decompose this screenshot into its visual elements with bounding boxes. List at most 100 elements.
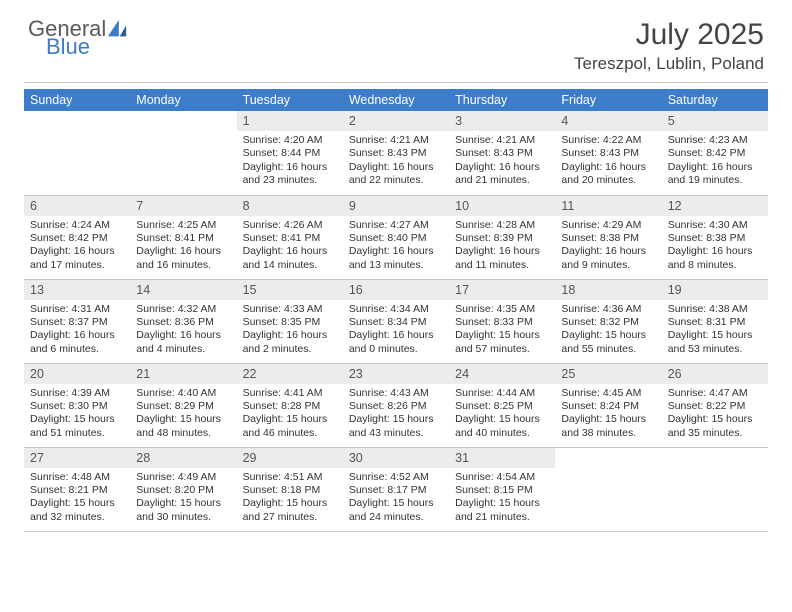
day-cell-10: 10Sunrise: 4:28 AMSunset: 8:39 PMDayligh… [449,195,555,279]
day-cell-21: 21Sunrise: 4:40 AMSunset: 8:29 PMDayligh… [130,363,236,447]
day-number: 8 [237,196,343,216]
day-details: Sunrise: 4:29 AMSunset: 8:38 PMDaylight:… [555,216,661,277]
day-cell-29: 29Sunrise: 4:51 AMSunset: 8:18 PMDayligh… [237,447,343,531]
weekday-header-monday: Monday [130,89,236,111]
day-details: Sunrise: 4:48 AMSunset: 8:21 PMDaylight:… [24,468,130,529]
day-cell-27: 27Sunrise: 4:48 AMSunset: 8:21 PMDayligh… [24,447,130,531]
day-details: Sunrise: 4:24 AMSunset: 8:42 PMDaylight:… [24,216,130,277]
day-number: 31 [449,448,555,468]
day-details: Sunrise: 4:22 AMSunset: 8:43 PMDaylight:… [555,131,661,192]
day-number: 18 [555,280,661,300]
day-number: 26 [662,364,768,384]
day-number: 27 [24,448,130,468]
day-number: 28 [130,448,236,468]
day-cell-9: 9Sunrise: 4:27 AMSunset: 8:40 PMDaylight… [343,195,449,279]
logo-word-blue: Blue [46,36,106,58]
empty-cell [24,111,130,195]
day-cell-22: 22Sunrise: 4:41 AMSunset: 8:28 PMDayligh… [237,363,343,447]
week-row: 27Sunrise: 4:48 AMSunset: 8:21 PMDayligh… [24,447,768,531]
day-details: Sunrise: 4:54 AMSunset: 8:15 PMDaylight:… [449,468,555,529]
day-cell-30: 30Sunrise: 4:52 AMSunset: 8:17 PMDayligh… [343,447,449,531]
day-number: 9 [343,196,449,216]
day-details: Sunrise: 4:20 AMSunset: 8:44 PMDaylight:… [237,131,343,192]
day-details: Sunrise: 4:23 AMSunset: 8:42 PMDaylight:… [662,131,768,192]
day-details: Sunrise: 4:44 AMSunset: 8:25 PMDaylight:… [449,384,555,445]
day-cell-18: 18Sunrise: 4:36 AMSunset: 8:32 PMDayligh… [555,279,661,363]
day-details: Sunrise: 4:27 AMSunset: 8:40 PMDaylight:… [343,216,449,277]
day-number: 22 [237,364,343,384]
day-number: 17 [449,280,555,300]
day-number: 7 [130,196,236,216]
day-number: 24 [449,364,555,384]
weekday-header-thursday: Thursday [449,89,555,111]
day-cell-25: 25Sunrise: 4:45 AMSunset: 8:24 PMDayligh… [555,363,661,447]
day-cell-1: 1Sunrise: 4:20 AMSunset: 8:44 PMDaylight… [237,111,343,195]
logo-sail-icon [106,18,128,40]
day-details: Sunrise: 4:41 AMSunset: 8:28 PMDaylight:… [237,384,343,445]
day-cell-26: 26Sunrise: 4:47 AMSunset: 8:22 PMDayligh… [662,363,768,447]
day-cell-23: 23Sunrise: 4:43 AMSunset: 8:26 PMDayligh… [343,363,449,447]
day-details: Sunrise: 4:51 AMSunset: 8:18 PMDaylight:… [237,468,343,529]
logo: General Blue [28,18,72,58]
day-details: Sunrise: 4:31 AMSunset: 8:37 PMDaylight:… [24,300,130,361]
day-cell-14: 14Sunrise: 4:32 AMSunset: 8:36 PMDayligh… [130,279,236,363]
logo-text: General Blue [28,18,106,58]
day-number: 10 [449,196,555,216]
day-number: 3 [449,111,555,131]
empty-cell [130,111,236,195]
day-number: 5 [662,111,768,131]
day-cell-6: 6Sunrise: 4:24 AMSunset: 8:42 PMDaylight… [24,195,130,279]
day-cell-13: 13Sunrise: 4:31 AMSunset: 8:37 PMDayligh… [24,279,130,363]
day-number: 16 [343,280,449,300]
day-cell-3: 3Sunrise: 4:21 AMSunset: 8:43 PMDaylight… [449,111,555,195]
day-number: 25 [555,364,661,384]
day-cell-11: 11Sunrise: 4:29 AMSunset: 8:38 PMDayligh… [555,195,661,279]
day-number: 4 [555,111,661,131]
weekday-header-saturday: Saturday [662,89,768,111]
day-details: Sunrise: 4:49 AMSunset: 8:20 PMDaylight:… [130,468,236,529]
calendar-body: 1Sunrise: 4:20 AMSunset: 8:44 PMDaylight… [24,111,768,531]
day-cell-20: 20Sunrise: 4:39 AMSunset: 8:30 PMDayligh… [24,363,130,447]
day-number: 29 [237,448,343,468]
day-cell-28: 28Sunrise: 4:49 AMSunset: 8:20 PMDayligh… [130,447,236,531]
location-text: Tereszpol, Lublin, Poland [574,54,764,74]
day-number: 30 [343,448,449,468]
day-details: Sunrise: 4:35 AMSunset: 8:33 PMDaylight:… [449,300,555,361]
weekday-header-tuesday: Tuesday [237,89,343,111]
title-block: July 2025 Tereszpol, Lublin, Poland [574,18,764,74]
day-details: Sunrise: 4:30 AMSunset: 8:38 PMDaylight:… [662,216,768,277]
day-cell-8: 8Sunrise: 4:26 AMSunset: 8:41 PMDaylight… [237,195,343,279]
day-details: Sunrise: 4:21 AMSunset: 8:43 PMDaylight:… [449,131,555,192]
week-row: 13Sunrise: 4:31 AMSunset: 8:37 PMDayligh… [24,279,768,363]
day-cell-24: 24Sunrise: 4:44 AMSunset: 8:25 PMDayligh… [449,363,555,447]
day-cell-15: 15Sunrise: 4:33 AMSunset: 8:35 PMDayligh… [237,279,343,363]
calendar-table: SundayMondayTuesdayWednesdayThursdayFrid… [24,89,768,532]
day-details: Sunrise: 4:32 AMSunset: 8:36 PMDaylight:… [130,300,236,361]
day-details: Sunrise: 4:28 AMSunset: 8:39 PMDaylight:… [449,216,555,277]
header-rule [24,82,768,83]
week-row: 20Sunrise: 4:39 AMSunset: 8:30 PMDayligh… [24,363,768,447]
day-details: Sunrise: 4:25 AMSunset: 8:41 PMDaylight:… [130,216,236,277]
weekday-header-friday: Friday [555,89,661,111]
day-details: Sunrise: 4:45 AMSunset: 8:24 PMDaylight:… [555,384,661,445]
day-cell-17: 17Sunrise: 4:35 AMSunset: 8:33 PMDayligh… [449,279,555,363]
day-details: Sunrise: 4:52 AMSunset: 8:17 PMDaylight:… [343,468,449,529]
day-number: 13 [24,280,130,300]
day-cell-19: 19Sunrise: 4:38 AMSunset: 8:31 PMDayligh… [662,279,768,363]
day-cell-31: 31Sunrise: 4:54 AMSunset: 8:15 PMDayligh… [449,447,555,531]
header: General Blue July 2025 Tereszpol, Lublin… [0,0,792,82]
day-details: Sunrise: 4:36 AMSunset: 8:32 PMDaylight:… [555,300,661,361]
day-number: 15 [237,280,343,300]
day-number: 1 [237,111,343,131]
day-cell-4: 4Sunrise: 4:22 AMSunset: 8:43 PMDaylight… [555,111,661,195]
day-details: Sunrise: 4:43 AMSunset: 8:26 PMDaylight:… [343,384,449,445]
weekday-header-sunday: Sunday [24,89,130,111]
day-details: Sunrise: 4:47 AMSunset: 8:22 PMDaylight:… [662,384,768,445]
day-number: 20 [24,364,130,384]
day-cell-7: 7Sunrise: 4:25 AMSunset: 8:41 PMDaylight… [130,195,236,279]
day-number: 6 [24,196,130,216]
day-number: 2 [343,111,449,131]
day-number: 11 [555,196,661,216]
day-details: Sunrise: 4:40 AMSunset: 8:29 PMDaylight:… [130,384,236,445]
day-details: Sunrise: 4:39 AMSunset: 8:30 PMDaylight:… [24,384,130,445]
